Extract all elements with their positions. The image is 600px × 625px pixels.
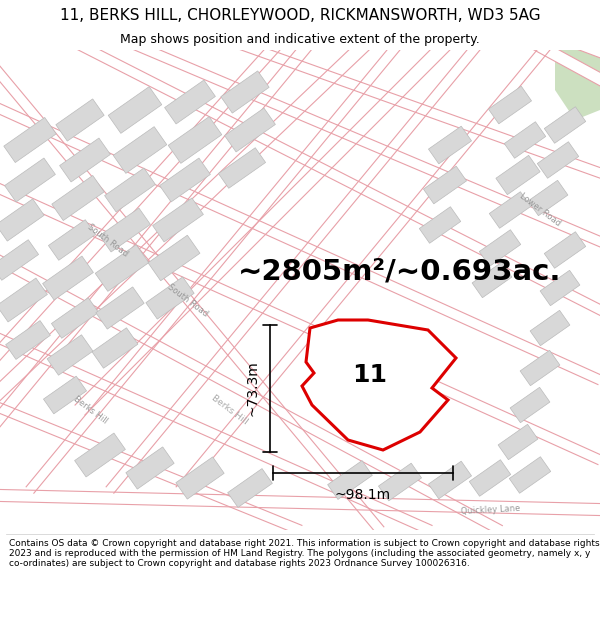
Polygon shape xyxy=(0,176,600,464)
Polygon shape xyxy=(424,166,467,204)
Polygon shape xyxy=(0,47,384,533)
Polygon shape xyxy=(419,207,461,243)
Polygon shape xyxy=(168,117,222,163)
Polygon shape xyxy=(0,25,385,415)
Text: 11, BERKS HILL, CHORLEYWOOD, RICKMANSWORTH, WD3 5AG: 11, BERKS HILL, CHORLEYWOOD, RICKMANSWOR… xyxy=(59,8,541,22)
Polygon shape xyxy=(520,350,560,386)
Polygon shape xyxy=(113,127,167,173)
Text: 11: 11 xyxy=(353,363,388,387)
Polygon shape xyxy=(98,26,600,254)
Polygon shape xyxy=(328,461,373,499)
Polygon shape xyxy=(164,80,215,124)
Text: Berks Hill: Berks Hill xyxy=(210,394,250,426)
Polygon shape xyxy=(479,230,521,266)
Polygon shape xyxy=(530,310,570,346)
Polygon shape xyxy=(221,71,269,113)
Text: South Road: South Road xyxy=(166,282,210,318)
Polygon shape xyxy=(498,424,538,460)
Polygon shape xyxy=(555,50,600,120)
Polygon shape xyxy=(26,27,414,493)
Polygon shape xyxy=(176,27,564,493)
Polygon shape xyxy=(469,460,511,496)
Text: South Road: South Road xyxy=(86,222,130,258)
Polygon shape xyxy=(489,192,531,228)
Polygon shape xyxy=(5,321,50,359)
Polygon shape xyxy=(504,122,546,158)
Text: Berks Hill: Berks Hill xyxy=(71,394,109,426)
Polygon shape xyxy=(0,96,600,384)
Polygon shape xyxy=(544,107,586,143)
Text: Map shows position and indicative extent of the property.: Map shows position and indicative extent… xyxy=(120,32,480,46)
Polygon shape xyxy=(75,25,465,415)
Polygon shape xyxy=(224,108,275,152)
Polygon shape xyxy=(43,256,94,300)
Polygon shape xyxy=(108,87,162,133)
Polygon shape xyxy=(106,27,494,493)
Polygon shape xyxy=(52,298,98,338)
Polygon shape xyxy=(540,270,580,306)
Polygon shape xyxy=(227,469,272,508)
Polygon shape xyxy=(218,148,266,188)
Polygon shape xyxy=(0,26,325,494)
Polygon shape xyxy=(100,208,151,252)
Polygon shape xyxy=(507,25,600,95)
Polygon shape xyxy=(428,461,472,499)
Polygon shape xyxy=(95,244,149,291)
Polygon shape xyxy=(47,335,93,375)
Polygon shape xyxy=(56,99,104,141)
Polygon shape xyxy=(52,176,104,221)
Polygon shape xyxy=(0,396,302,534)
Polygon shape xyxy=(509,457,551,493)
Polygon shape xyxy=(537,142,579,178)
Polygon shape xyxy=(59,138,110,182)
Polygon shape xyxy=(152,198,203,242)
Polygon shape xyxy=(379,463,422,501)
Polygon shape xyxy=(488,86,532,124)
Polygon shape xyxy=(74,433,125,477)
Polygon shape xyxy=(0,199,44,241)
Polygon shape xyxy=(176,457,224,499)
Polygon shape xyxy=(4,118,56,162)
Polygon shape xyxy=(48,26,600,324)
Text: Contains OS data © Crown copyright and database right 2021. This information is : Contains OS data © Crown copyright and d… xyxy=(9,539,599,568)
Polygon shape xyxy=(43,376,86,414)
Polygon shape xyxy=(428,126,472,164)
Polygon shape xyxy=(528,180,568,216)
Polygon shape xyxy=(92,328,138,368)
Text: Lower Road: Lower Road xyxy=(518,192,562,228)
Polygon shape xyxy=(96,287,144,329)
Polygon shape xyxy=(0,246,502,534)
Polygon shape xyxy=(160,158,211,202)
Polygon shape xyxy=(148,235,200,281)
Text: ~2805m²/~0.693ac.: ~2805m²/~0.693ac. xyxy=(238,258,562,286)
Polygon shape xyxy=(5,158,55,202)
Polygon shape xyxy=(302,320,456,450)
Polygon shape xyxy=(199,25,600,185)
Polygon shape xyxy=(510,388,550,422)
Polygon shape xyxy=(0,240,38,280)
Polygon shape xyxy=(472,262,512,298)
Polygon shape xyxy=(0,278,47,322)
Polygon shape xyxy=(49,220,95,260)
Polygon shape xyxy=(146,277,194,319)
Polygon shape xyxy=(544,232,586,268)
Text: Quickley Lane: Quickley Lane xyxy=(460,504,520,516)
Polygon shape xyxy=(538,26,600,64)
Polygon shape xyxy=(0,489,600,516)
Polygon shape xyxy=(126,447,174,489)
Polygon shape xyxy=(104,168,155,212)
Text: ~98.1m: ~98.1m xyxy=(335,488,391,502)
Polygon shape xyxy=(0,326,432,534)
Polygon shape xyxy=(496,156,540,194)
Text: ~73.3m: ~73.3m xyxy=(246,361,260,416)
Polygon shape xyxy=(0,26,295,444)
